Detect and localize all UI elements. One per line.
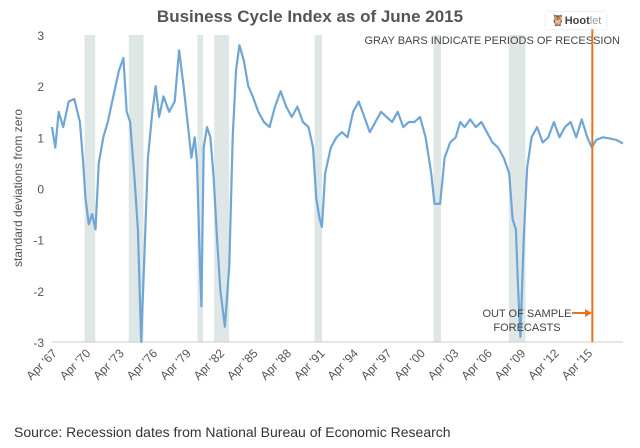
x-tick-label: Apr '97 <box>358 346 395 383</box>
x-tick-label: Apr '06 <box>458 346 495 383</box>
forecast-arrow <box>572 309 592 317</box>
hootlet-watermark: 🦉Hootlet <box>546 12 607 29</box>
recession-bar <box>197 35 204 342</box>
brand-suffix: let <box>589 15 602 27</box>
x-tick-label: Apr '73 <box>90 346 127 383</box>
recession-bar <box>314 35 322 342</box>
x-tick-label: Apr '12 <box>525 346 562 383</box>
y-tick-label: 1 <box>37 131 44 145</box>
x-tick-label: Apr '88 <box>258 346 295 383</box>
y-tick-label: -3 <box>33 336 44 350</box>
x-tick-label: Apr '76 <box>124 346 161 383</box>
recession-bar <box>433 35 441 342</box>
forecast-label-line1: OUT OF SAMPLE <box>482 308 571 320</box>
chart-title: Business Cycle Index as of June 2015 <box>157 7 463 26</box>
x-tick-label: Apr '70 <box>57 346 94 383</box>
y-axis-label: standard deviations from zero <box>11 109 25 267</box>
index-series-line <box>50 44 624 344</box>
recession-note: GRAY BARS INDICATE PERIODS OF RECESSION <box>365 35 621 47</box>
y-tick-label: -2 <box>33 285 44 299</box>
recession-bar <box>84 35 96 342</box>
x-tick-label: Apr '79 <box>157 346 194 383</box>
x-tick-label: Apr '94 <box>324 346 361 383</box>
forecast-label-line2: FORECASTS <box>493 322 560 334</box>
x-tick-label: Apr '85 <box>224 346 261 383</box>
x-tick-label: Apr '09 <box>492 346 529 383</box>
x-tick-label: Apr '03 <box>425 346 462 383</box>
recession-bar <box>508 35 526 342</box>
x-tick-label: Apr '82 <box>191 346 228 383</box>
source-note: Source: Recession dates from National Bu… <box>14 424 451 440</box>
y-tick-label: 0 <box>37 183 44 197</box>
x-tick-label: Apr '67 <box>23 346 60 383</box>
brand: Hoot <box>564 15 590 27</box>
x-tick-label: Apr '91 <box>291 346 328 383</box>
x-tick-label: Apr '00 <box>391 346 428 383</box>
y-tick-label: -1 <box>33 234 44 248</box>
y-tick-label: 2 <box>37 80 44 94</box>
x-tick-label: Apr '15 <box>559 346 596 383</box>
y-tick-label: 3 <box>37 29 44 43</box>
